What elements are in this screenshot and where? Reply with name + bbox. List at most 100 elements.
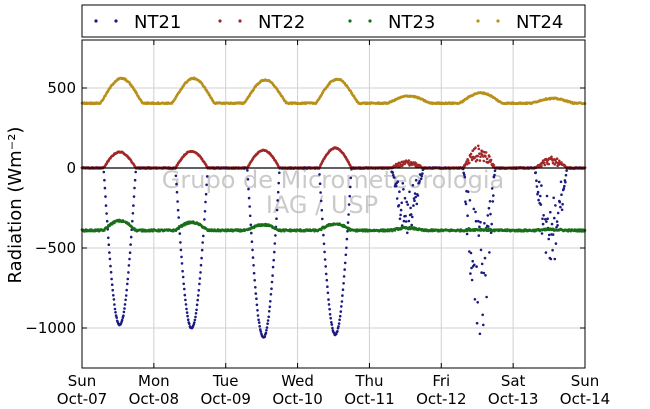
legend-marker <box>496 19 500 23</box>
data-point <box>474 210 477 214</box>
data-point <box>556 211 560 215</box>
data-point <box>193 318 197 322</box>
data-point <box>270 280 274 284</box>
data-point <box>203 210 207 213</box>
data-point <box>266 319 270 322</box>
data-point <box>205 175 209 178</box>
data-point <box>322 233 325 237</box>
data-point <box>111 288 114 292</box>
data-point <box>247 187 250 191</box>
data-point <box>113 307 117 311</box>
data-point <box>247 196 251 200</box>
data-point <box>132 195 136 198</box>
data-point <box>251 256 255 259</box>
data-point <box>194 315 197 319</box>
data-point <box>471 259 475 263</box>
data-point <box>411 184 415 187</box>
data-point <box>391 171 395 174</box>
data-point <box>251 248 254 252</box>
data-point <box>259 328 262 331</box>
data-point <box>255 297 258 301</box>
data-point <box>107 236 110 240</box>
series-nt24 <box>80 76 587 106</box>
data-point <box>475 321 479 325</box>
data-point <box>480 262 484 266</box>
data-point <box>339 310 343 313</box>
data-point <box>336 330 339 333</box>
data-point <box>330 323 334 326</box>
data-point <box>477 144 480 148</box>
data-point <box>122 314 125 318</box>
data-point <box>392 173 395 177</box>
data-point <box>126 282 129 286</box>
data-point <box>414 178 418 182</box>
data-point <box>107 243 111 246</box>
data-point <box>466 159 470 162</box>
data-point <box>179 241 182 244</box>
data-point <box>269 300 272 303</box>
data-point <box>175 190 179 194</box>
data-point <box>492 194 495 197</box>
data-point <box>468 161 471 165</box>
data-point <box>126 277 130 281</box>
legend-marker <box>218 19 222 23</box>
data-point <box>400 201 404 205</box>
data-point <box>185 307 188 311</box>
data-point <box>477 219 480 223</box>
data-point <box>199 271 202 274</box>
data-point <box>265 329 268 332</box>
data-point <box>406 231 409 235</box>
data-point <box>479 220 482 224</box>
data-point <box>113 303 116 306</box>
data-point <box>556 224 559 227</box>
data-point <box>271 274 274 277</box>
data-point <box>199 263 203 267</box>
data-point <box>202 234 205 238</box>
legend: NT21 NT22 NT23 NT24 <box>81 4 586 38</box>
data-point <box>123 303 127 306</box>
data-point <box>125 288 128 292</box>
data-point <box>473 298 477 301</box>
data-point <box>540 184 543 187</box>
data-point <box>477 234 481 237</box>
data-point <box>248 205 251 208</box>
data-point <box>469 251 473 255</box>
data-point <box>402 219 406 223</box>
x-tick-day-label: Mon <box>138 372 170 390</box>
data-point <box>551 233 555 236</box>
data-point <box>418 179 421 183</box>
data-point <box>536 192 539 196</box>
data-point <box>544 251 548 254</box>
data-point <box>194 312 198 315</box>
data-point <box>268 305 272 309</box>
data-point <box>272 258 276 262</box>
data-point <box>539 194 542 198</box>
series-nt23 <box>80 218 587 233</box>
legend-marker <box>368 19 372 23</box>
data-point <box>541 217 544 221</box>
data-point <box>549 257 553 261</box>
data-point <box>200 248 204 252</box>
data-point <box>108 257 112 261</box>
data-point <box>174 174 178 178</box>
data-point <box>547 233 551 237</box>
data-point <box>415 202 419 206</box>
data-point <box>564 173 568 177</box>
data-point <box>319 199 323 203</box>
data-point <box>468 199 472 202</box>
x-tick-day-label: Sun <box>571 372 600 390</box>
data-point <box>403 196 407 200</box>
data-point <box>329 316 333 320</box>
data-point <box>558 200 562 204</box>
data-point <box>466 214 469 217</box>
data-point <box>480 271 483 274</box>
watermark: Grupo de Micrometeorologia IAG / USP <box>162 166 504 219</box>
data-point <box>346 221 350 224</box>
data-point <box>342 282 345 285</box>
data-point <box>402 188 405 191</box>
data-point <box>488 200 492 203</box>
data-point <box>466 190 470 193</box>
data-point <box>463 173 466 177</box>
data-point <box>349 176 353 180</box>
plot-frame <box>81 39 586 369</box>
